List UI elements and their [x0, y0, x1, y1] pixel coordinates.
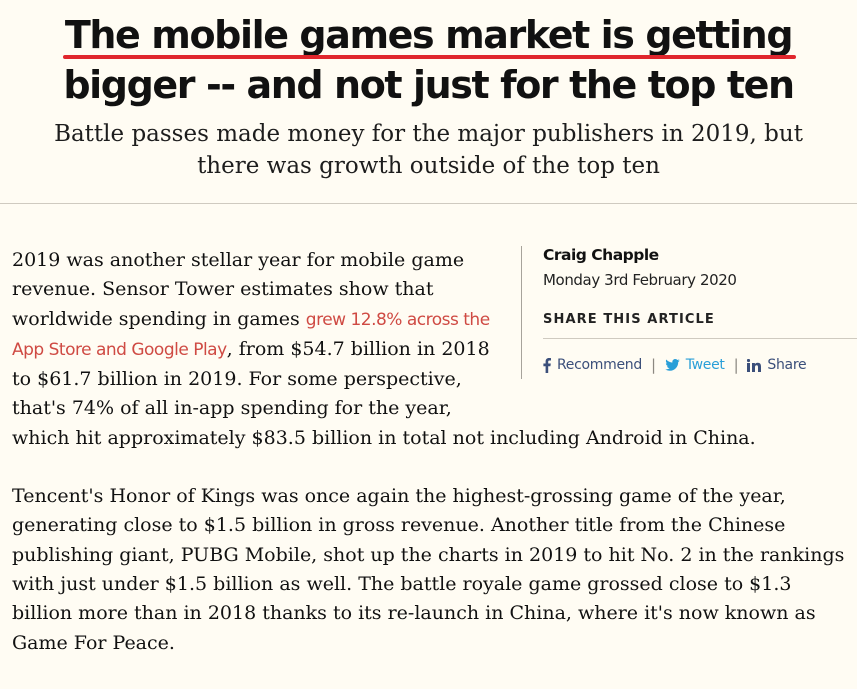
paragraph-1-text-end: , from $54.7 billion in 2018 to $61.7 bi… [12, 337, 756, 449]
linkedin-label: Share [767, 357, 807, 373]
share-heading: SHARE THIS ARTICLE [543, 312, 715, 327]
share-separator: | [733, 356, 739, 374]
twitter-label: Tweet [685, 357, 725, 373]
paragraph-1-text-start: 2019 was another stellar year for mobile… [12, 249, 465, 330]
share-divider [543, 338, 857, 339]
headline-underlined-text: The mobile games market is getting [62, 10, 797, 60]
headline-line-1-text: The mobile games market is getting [64, 13, 794, 57]
article-headline: The mobile games market is getting bigge… [0, 10, 857, 110]
share-separator: | [650, 356, 656, 374]
subheadline-line-2: there was growth outside of the top ten [197, 153, 660, 179]
sensor-tower-link[interactable]: grew 12.8% across the App Store and Goog… [12, 309, 490, 360]
linkedin-share-button[interactable]: Share [747, 357, 807, 373]
twitter-icon [665, 359, 680, 371]
header-divider [0, 203, 857, 204]
subheadline-line-1: Battle passes made money for the major p… [54, 121, 803, 147]
share-buttons: Recommend | Tweet | Share [543, 354, 807, 376]
article-body: 2019 was another stellar year for mobile… [12, 246, 847, 687]
article-paragraph-2: Tencent's Honor of Kings was once again … [12, 485, 845, 654]
meta-float-spacer [492, 246, 847, 416]
publish-date: Monday 3rd February 2020 [543, 271, 737, 289]
article-meta-panel: Craig Chapple Monday 3rd February 2020 S… [521, 246, 857, 379]
author-name[interactable]: Craig Chapple [543, 246, 659, 264]
linkedin-icon [747, 358, 762, 372]
tweet-button[interactable]: Tweet [665, 357, 725, 373]
headline-line-2: bigger -- and not just for the top ten [63, 63, 795, 107]
facebook-recommend-button[interactable]: Recommend [543, 357, 642, 373]
facebook-label: Recommend [557, 357, 642, 373]
headline-line-1: The mobile games market is getting [0, 10, 857, 60]
article-paragraph-1: 2019 was another stellar year for mobile… [12, 246, 847, 453]
article-subheadline: Battle passes made money for the major p… [0, 118, 857, 182]
headline-underline-accent [62, 55, 797, 59]
facebook-icon [543, 357, 551, 373]
